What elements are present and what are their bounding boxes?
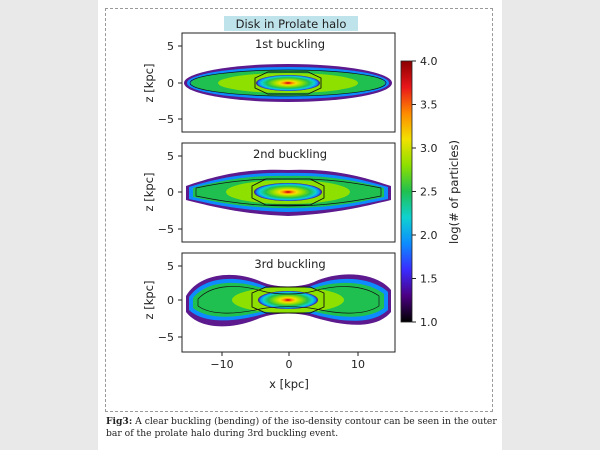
- panel-1-core: [256, 75, 320, 91]
- colorbar-tick-label: 2.5: [420, 186, 438, 199]
- panel-3: 3rd buckling 5 0 −5 z [kpc] −10 0 10 x […: [142, 252, 396, 391]
- panel-2-density: [186, 169, 391, 216]
- panel-2-label: 2nd buckling: [253, 147, 327, 161]
- colorbar-label: log(# of particles): [447, 140, 461, 244]
- panel-3-core: [258, 291, 318, 309]
- panel-2-core: [254, 183, 322, 201]
- xtick-minus-10: −10: [210, 358, 233, 371]
- figure-title-box: [224, 16, 358, 31]
- colorbar: 4.0 3.5 3.0 2.5 2.0 1.5 1.0 log(# of particles…: [400, 55, 461, 329]
- panel-3-ylabel: z [kpc]: [142, 281, 156, 320]
- figure-dashed-frame: [105, 8, 493, 412]
- panel-1-ytick-mid: 0: [167, 77, 174, 90]
- caption-label: Fig3:: [106, 416, 133, 427]
- colorbar-tick-label: 3.5: [420, 99, 438, 112]
- panel-3-density: [186, 274, 391, 327]
- panel-1-iso-contour: [254, 71, 322, 95]
- xtick-0: 0: [286, 358, 293, 371]
- panel-3-label: 3rd buckling: [254, 257, 325, 271]
- xtick-10: 10: [351, 358, 365, 371]
- panel-1-ytick-bottom: −5: [158, 113, 174, 126]
- colorbar-bar: [400, 60, 413, 323]
- caption-text: A clear buckling (bending) of the iso-de…: [106, 416, 497, 439]
- panel-3-outer-contour: [197, 286, 380, 314]
- panel-2: 2nd buckling 5 0 −5 z [kpc]: [142, 142, 396, 243]
- colorbar-ticks: 4.0 3.5 3.0 2.5 2.0 1.5 1.0: [412, 55, 438, 329]
- panel-2-ylabel: z [kpc]: [142, 173, 156, 212]
- panel-2-outer-contour: [195, 178, 382, 207]
- colorbar-tick-label: 4.0: [420, 55, 438, 68]
- colorbar-tick-label: 3.0: [420, 142, 438, 155]
- panel-3-iso-contour: [251, 286, 325, 314]
- colorbar-tick-label: 1.5: [420, 273, 438, 286]
- panel-1-outer-contour: [189, 69, 387, 97]
- panel-2-ytick-mid: 0: [167, 186, 174, 199]
- figure-caption: Fig3: A clear buckling (bending) of the …: [106, 416, 498, 440]
- panel-2-ytick-bottom: −5: [158, 223, 174, 236]
- panel-3-ytick-mid: 0: [167, 294, 174, 307]
- panel-1-label: 1st buckling: [255, 37, 325, 51]
- panel-1-ytick-top: 5: [167, 40, 174, 53]
- figure-title: Disk in Prolate halo: [236, 17, 347, 31]
- colorbar-tick-label: 1.0: [420, 316, 438, 329]
- panel-3-ytick-top: 5: [167, 260, 174, 273]
- x-axis-label: x [kpc]: [269, 377, 309, 391]
- panel-1-density: [184, 64, 392, 102]
- panel-2-ytick-top: 5: [167, 150, 174, 163]
- panel-1-ylabel: z [kpc]: [142, 64, 156, 103]
- panel-3-ytick-bottom: −5: [158, 331, 174, 344]
- colorbar-tick-label: 2.0: [420, 229, 438, 242]
- panel-1: 1st buckling 5 0 −5 z [kpc]: [142, 32, 396, 133]
